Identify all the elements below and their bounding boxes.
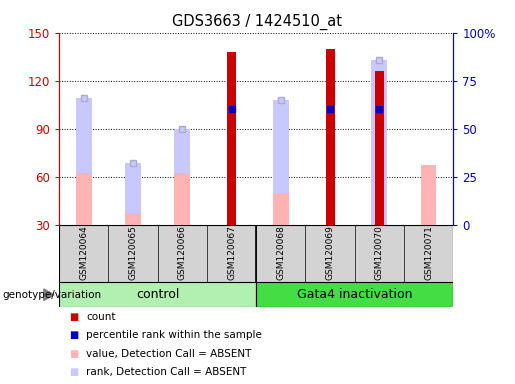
Bar <box>59 282 256 307</box>
Text: value, Detection Call = ABSENT: value, Detection Call = ABSENT <box>86 349 251 359</box>
Bar <box>125 214 141 225</box>
Text: GSM120071: GSM120071 <box>424 225 433 280</box>
Bar <box>256 282 453 307</box>
Text: GSM120067: GSM120067 <box>227 225 236 280</box>
Text: GSM120069: GSM120069 <box>325 225 335 280</box>
Bar <box>273 100 289 225</box>
Text: genotype/variation: genotype/variation <box>3 290 101 300</box>
Bar <box>76 174 92 225</box>
Text: GSM120065: GSM120065 <box>129 225 138 280</box>
Bar <box>175 174 190 225</box>
Text: GSM120068: GSM120068 <box>277 225 285 280</box>
Bar <box>325 49 335 225</box>
Text: Gata4 inactivation: Gata4 inactivation <box>297 288 413 301</box>
Bar <box>227 52 236 225</box>
Text: percentile rank within the sample: percentile rank within the sample <box>86 330 262 340</box>
Text: GSM120066: GSM120066 <box>178 225 187 280</box>
Bar <box>375 71 384 225</box>
Polygon shape <box>44 289 54 300</box>
Text: GSM120064: GSM120064 <box>79 225 89 280</box>
Text: count: count <box>86 312 115 322</box>
Text: rank, Detection Call = ABSENT: rank, Detection Call = ABSENT <box>86 367 246 377</box>
Bar <box>125 163 141 225</box>
Text: ■: ■ <box>70 330 79 340</box>
Text: ■: ■ <box>70 312 79 322</box>
Bar <box>371 60 387 225</box>
Text: GDS3663 / 1424510_at: GDS3663 / 1424510_at <box>173 13 342 30</box>
Text: control: control <box>136 288 179 301</box>
Bar <box>273 193 289 225</box>
Bar <box>421 166 436 225</box>
Bar <box>76 98 92 225</box>
Bar <box>175 129 190 225</box>
Text: GSM120070: GSM120070 <box>375 225 384 280</box>
Text: ■: ■ <box>70 349 79 359</box>
Text: ■: ■ <box>70 367 79 377</box>
